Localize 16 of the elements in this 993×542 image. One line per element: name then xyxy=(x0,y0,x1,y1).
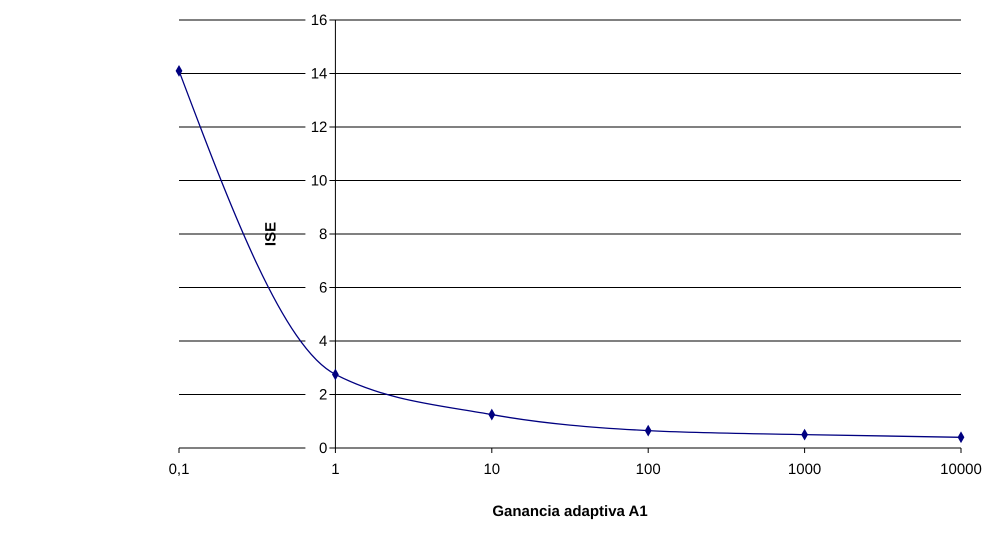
x-tick-label: 1 xyxy=(331,461,340,478)
x-tick-label: 100 xyxy=(636,461,661,478)
x-tick-label: 10 xyxy=(483,461,500,478)
y-tick-label: 8 xyxy=(319,226,328,243)
y-tick-label: 16 xyxy=(310,12,328,29)
y-tick-label: 4 xyxy=(319,333,328,350)
y-tick-label: 2 xyxy=(319,386,328,404)
y-tick-label: 6 xyxy=(319,280,328,296)
y-tick-label: 0 xyxy=(319,440,328,457)
x-tick-label: 1000 xyxy=(788,461,822,478)
x-axis-title: Ganancia adaptiva A1 xyxy=(492,503,648,520)
y-tick-label: 14 xyxy=(310,66,328,82)
y-tick-label: 12 xyxy=(310,119,328,136)
x-tick-label: 0,1 xyxy=(168,461,190,478)
x-tick-label: 10000 xyxy=(940,461,982,478)
y-tick-label: 10 xyxy=(310,172,328,190)
